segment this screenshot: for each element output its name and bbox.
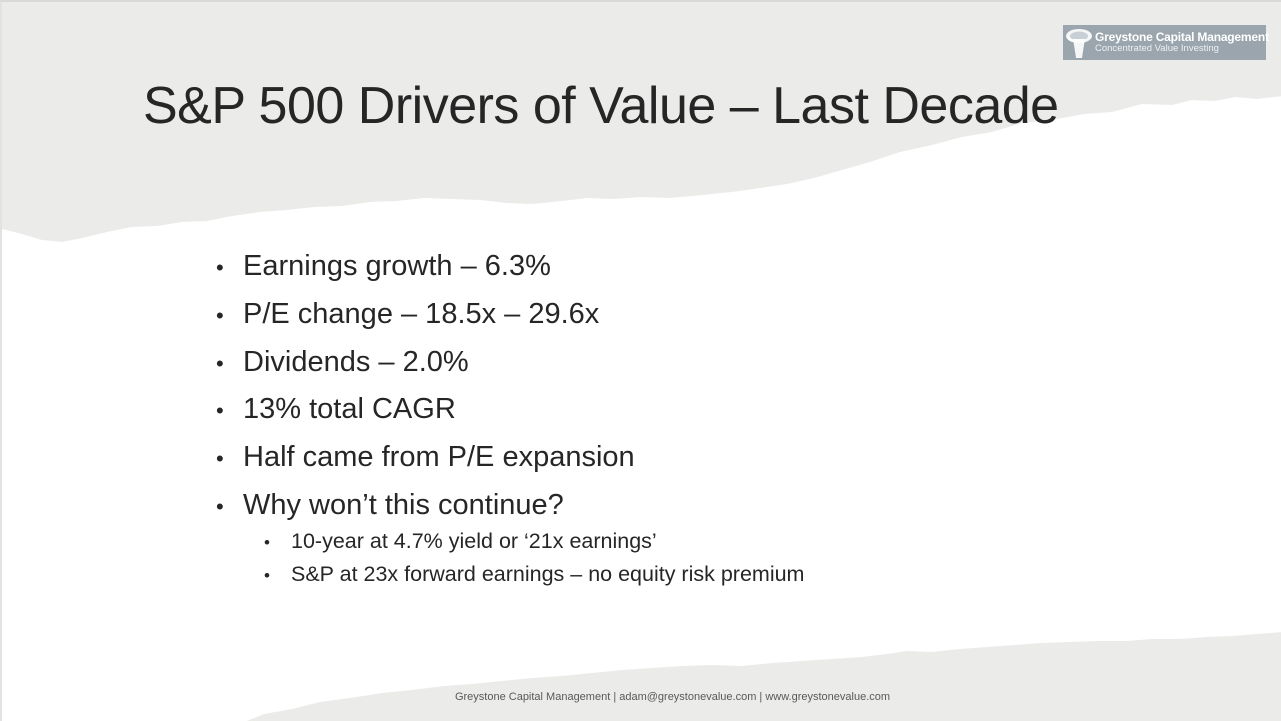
sub-bullet-text: 10-year at 4.7% yield or ‘21x earnings’	[291, 528, 657, 553]
bullet-item: • P/E change – 18.5x – 29.6x	[216, 298, 804, 346]
slide-footer: Greystone Capital Management | adam@grey…	[454, 691, 891, 703]
bullet-text: Why won’t this continue?	[243, 488, 564, 521]
bullet-text: Earnings growth – 6.3%	[243, 250, 551, 282]
sub-bullet-text: S&P at 23x forward earnings – no equity …	[291, 561, 805, 586]
bullet-dot: •	[216, 302, 224, 328]
bullet-item: • Half came from P/E expansion	[216, 441, 804, 489]
bullet-item: • Earnings growth – 6.3%	[216, 250, 804, 298]
bullet-dot: •	[216, 255, 224, 280]
slide-title: S&P 500 Drivers of Value – Last Decade	[143, 77, 1059, 135]
bullet-dot: •	[216, 493, 224, 519]
bullet-text: 13% total CAGR	[243, 393, 456, 426]
sub-bullet-dot: •	[264, 532, 270, 552]
bullet-text: P/E change – 18.5x – 29.6x	[243, 297, 600, 330]
bullet-text: Half came from P/E expansion	[243, 441, 635, 474]
company-logo: Greystone Capital Management Concentrate…	[1063, 25, 1269, 60]
bullet-item: • 13% total CAGR	[216, 393, 804, 441]
bullet-item: • Why won’t this continue?	[216, 489, 804, 537]
sub-bullet-item: • 10-year at 4.7% yield or ‘21x earnings’	[264, 529, 804, 562]
greystone-pillar-icon	[1063, 25, 1095, 60]
logo-company-name: Greystone Capital Management	[1095, 30, 1269, 45]
sub-bullet-group: • 10-year at 4.7% yield or ‘21x earnings’…	[216, 529, 804, 595]
bullet-dot: •	[216, 398, 224, 424]
sub-bullet-item: • S&P at 23x forward earnings – no equity…	[264, 562, 804, 595]
bullet-text: Dividends – 2.0%	[243, 345, 469, 378]
sub-bullet-list: • 10-year at 4.7% yield or ‘21x earnings’…	[264, 529, 804, 595]
bullet-item: • Dividends – 2.0%	[216, 346, 804, 394]
bullet-list: • Earnings growth – 6.3% • P/E change – 18…	[216, 250, 804, 595]
torn-paper-top	[2, 2, 1281, 242]
sub-bullet-dot: •	[264, 565, 270, 585]
bullet-dot: •	[216, 350, 224, 376]
logo-tagline: Concentrated Value Investing	[1095, 43, 1219, 55]
bullet-dot: •	[216, 446, 224, 472]
torn-paper-bottom	[246, 632, 1281, 721]
